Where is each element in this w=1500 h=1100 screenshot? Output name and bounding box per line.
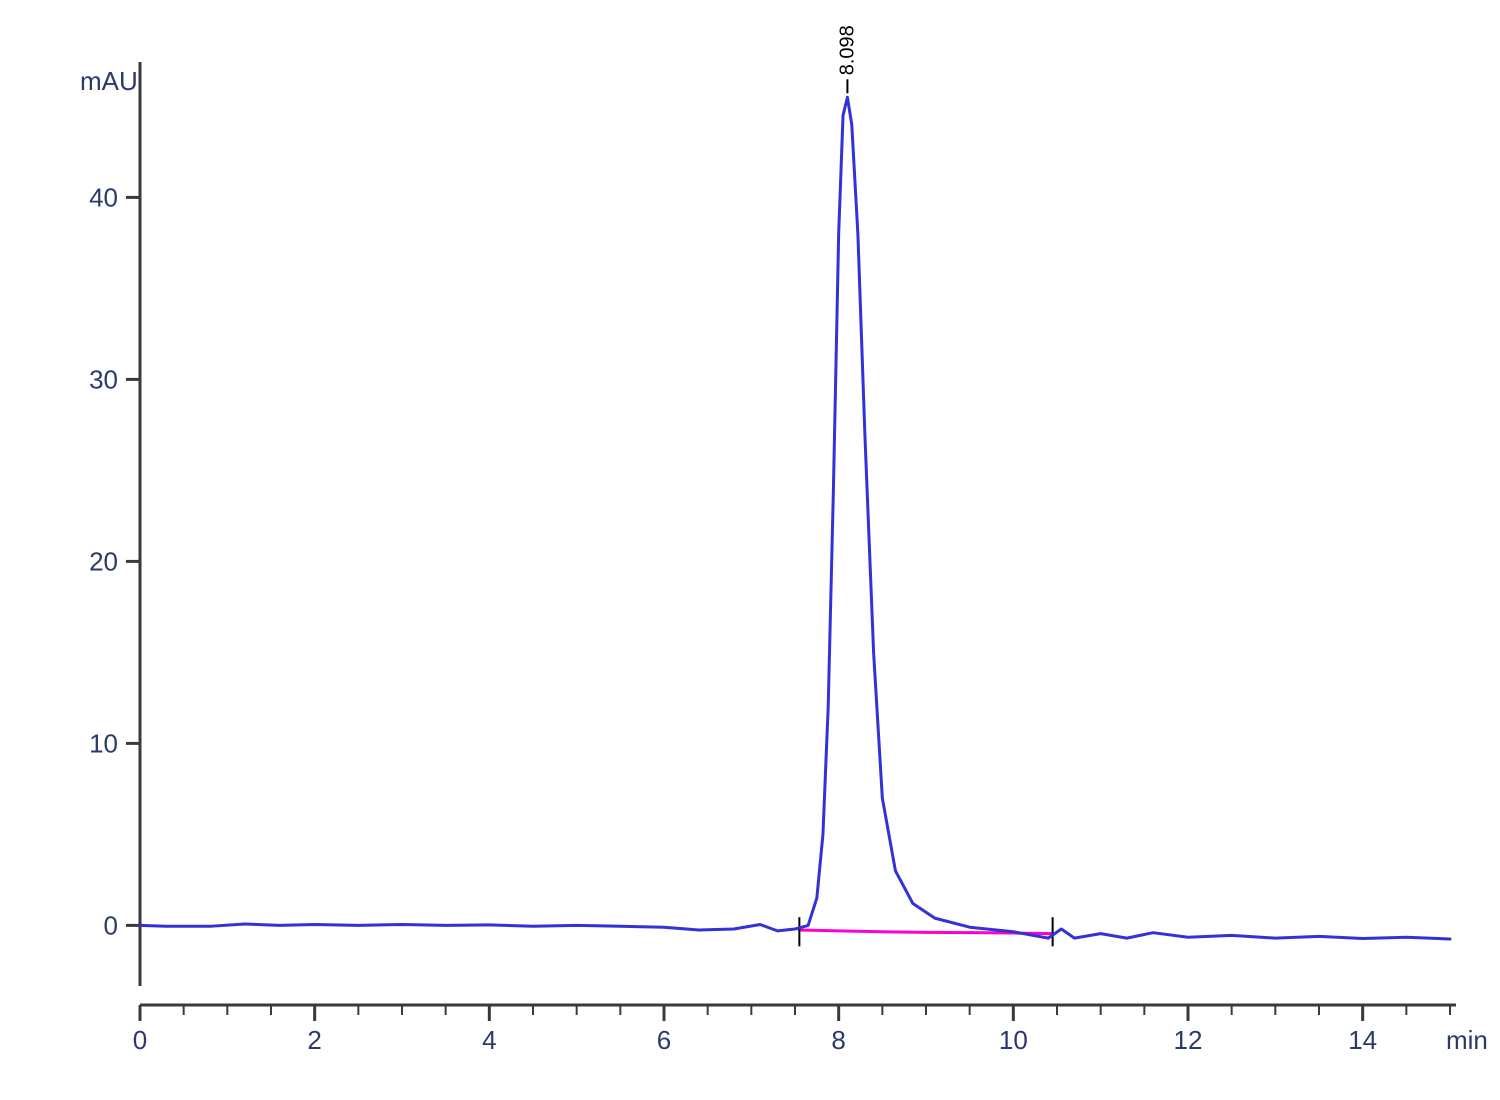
x-tick-label: 12 xyxy=(1174,1025,1203,1055)
y-tick-label: 20 xyxy=(89,546,118,576)
y-tick-label: 30 xyxy=(89,364,118,394)
x-tick-label: 2 xyxy=(307,1025,321,1055)
x-axis-label: min xyxy=(1446,1025,1488,1055)
chromatogram-chart: 0 10 20 30 40 mAU 0 2 4 6 8 10 12 14 min 8.098 xyxy=(0,0,1500,1100)
chart-background xyxy=(0,0,1500,1100)
peak-retention-label: 8.098 xyxy=(836,25,858,75)
x-tick-label: 8 xyxy=(831,1025,845,1055)
chart-svg: 0 10 20 30 40 mAU 0 2 4 6 8 10 12 14 min 8.098 xyxy=(0,0,1500,1100)
x-tick-label: 10 xyxy=(999,1025,1028,1055)
x-tick-label: 6 xyxy=(657,1025,671,1055)
y-axis-label: mAU xyxy=(80,66,138,96)
y-tick-label: 40 xyxy=(89,182,118,212)
y-tick-label: 10 xyxy=(89,728,118,758)
x-tick-label: 14 xyxy=(1348,1025,1377,1055)
x-tick-label: 0 xyxy=(133,1025,147,1055)
y-tick-label: 0 xyxy=(104,910,118,940)
x-tick-label: 4 xyxy=(482,1025,496,1055)
peak-label-group: 8.098 xyxy=(836,25,858,75)
